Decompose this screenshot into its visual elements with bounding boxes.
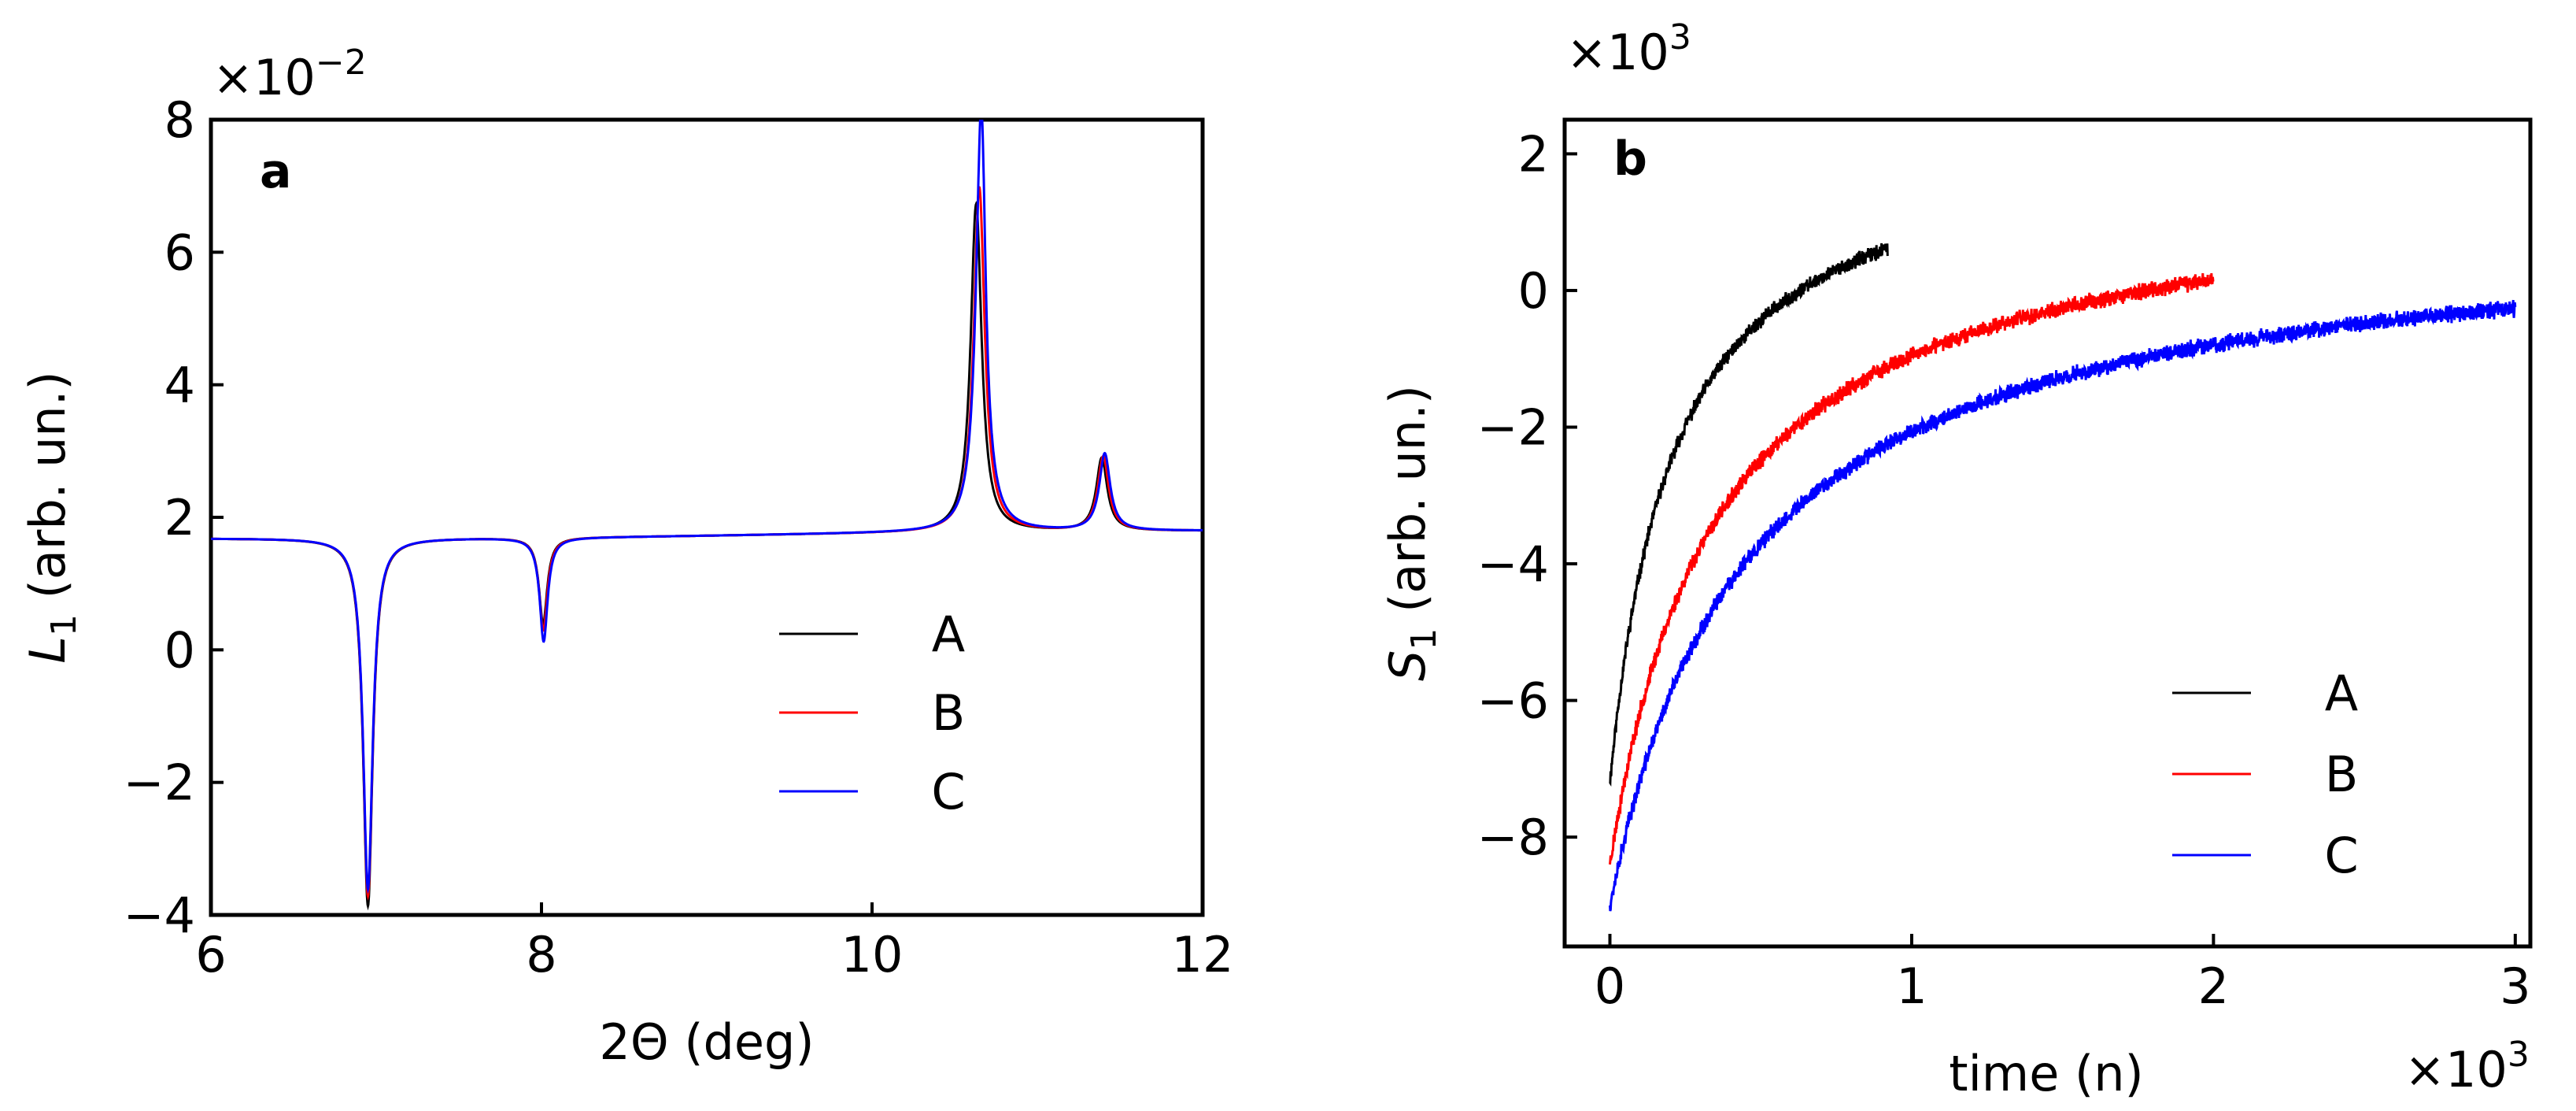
x-tick-label-a: 8 (526, 926, 556, 983)
y-ticks-b: −8 −6 −4 −2 0 2 (1477, 125, 1577, 866)
legend-a: ABC (779, 605, 966, 820)
y-axis-label-b: S1 (arb. un.) (1379, 385, 1444, 681)
x-tick-label-a: 6 (195, 926, 226, 983)
legend-label-B-b: B (2325, 746, 2359, 803)
y-multiplier-a: ×10−2 (213, 43, 367, 106)
series-line-B-b (1609, 272, 2215, 865)
series-line-B-a (211, 185, 1203, 901)
plot-area-b (1562, 117, 2533, 949)
panel-label-a: a (260, 144, 292, 199)
chart-panel-b: 0 1 2 3 −8 −6 −4 −2 0 2 b ×103 ×103 time (n) S1 … (1379, 17, 2533, 1102)
y-tick-label-b: 2 (1518, 125, 1549, 183)
x-multiplier-b: ×103 (2404, 1035, 2530, 1098)
legend-label-C-a: C (931, 763, 965, 820)
y-tick-label-a: 8 (164, 91, 195, 149)
x-tick-label-a: 12 (1172, 926, 1234, 983)
x-tick-label-b: 3 (2500, 957, 2530, 1015)
y-ticks-a: −4 −2 0 2 4 6 8 (124, 91, 224, 944)
x-tick-label-b: 0 (1595, 957, 1625, 1015)
series-group-a (211, 120, 1203, 911)
y-tick-label-a: −2 (124, 754, 195, 812)
series-line-A-a (211, 201, 1203, 911)
y-tick-label-b: 0 (1518, 262, 1549, 320)
y-tick-label-b: −6 (1477, 672, 1549, 730)
y-tick-label-a: 0 (164, 621, 195, 679)
y-tick-label-a: 4 (164, 357, 195, 414)
x-ticks-a: 6 8 10 12 (195, 902, 1233, 983)
x-tick-label-b: 2 (2198, 957, 2229, 1015)
x-axis-label-a: 2Θ (deg) (599, 1013, 814, 1071)
series-line-C-b (1609, 299, 2517, 912)
x-tick-label-a: 10 (841, 926, 904, 983)
series-group-b (1609, 243, 2517, 912)
x-tick-label-b: 1 (1896, 957, 1927, 1015)
x-ticks-b: 0 1 2 3 (1595, 934, 2531, 1015)
y-tick-label-b: −2 (1477, 398, 1549, 456)
legend-b: ABC (2172, 665, 2359, 884)
y-tick-label-b: −4 (1477, 535, 1549, 593)
legend-label-C-b: C (2324, 827, 2358, 884)
legend-label-A-b: A (2325, 665, 2358, 722)
y-axis-label-a: L1 (arb. un.) (19, 371, 84, 663)
y-tick-label-b: −8 (1477, 809, 1549, 866)
legend-label-B-a: B (932, 684, 966, 742)
series-line-A-b (1609, 243, 1889, 787)
plot-area-a (209, 117, 1205, 917)
panel-label-b: b (1613, 131, 1647, 187)
y-tick-label-a: −4 (124, 887, 195, 944)
y-tick-label-a: 6 (164, 224, 195, 281)
y-multiplier-b: ×103 (1566, 17, 1691, 81)
y-tick-label-a: 2 (164, 489, 195, 546)
series-line-C-a (211, 120, 1203, 894)
chart-panel-a: 6 8 10 12 −4 −2 0 2 4 6 8 a ×10−2 2Θ (deg) L1 (ar… (19, 43, 1233, 1071)
x-axis-label-b: time (n) (1949, 1045, 2143, 1102)
legend-label-A-a: A (932, 605, 965, 663)
